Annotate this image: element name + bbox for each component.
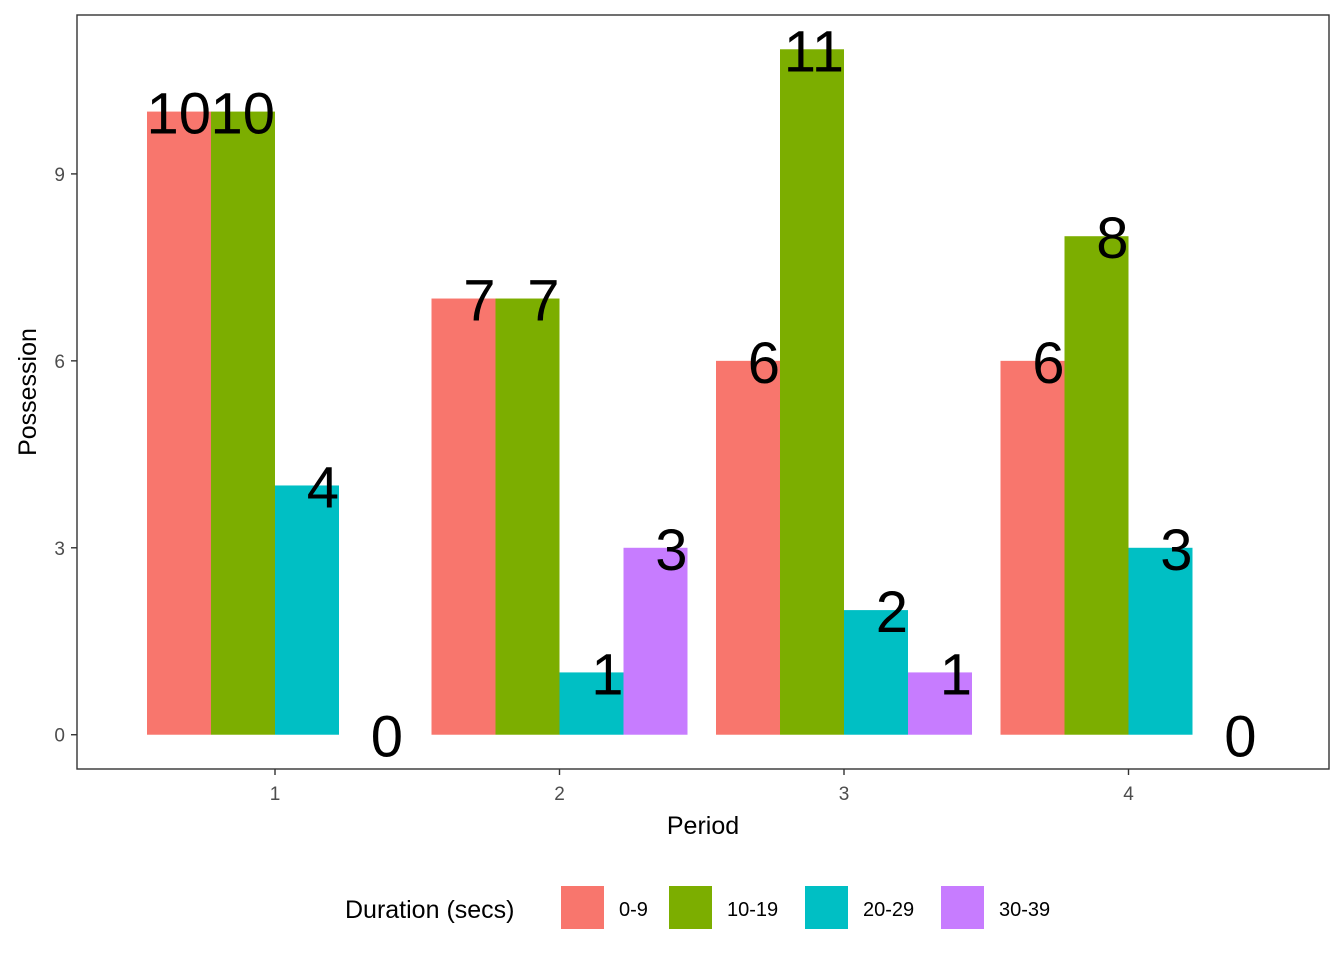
bar-label-10-19-period-4: 8 <box>1096 206 1128 271</box>
bar-10-19-period-3 <box>780 49 844 735</box>
bar-0-9-period-4 <box>1000 360 1065 735</box>
bar-label-30-39-period-2: 3 <box>655 518 687 583</box>
y-axis: 0 3 6 9 <box>54 165 77 747</box>
legend-key-0-9 <box>561 886 604 929</box>
x-tick-label-2: 2 <box>554 784 565 805</box>
x-axis-title: Period <box>667 812 739 840</box>
bar-label-0-9-period-2: 7 <box>463 269 495 334</box>
bar-10-19-period-2 <box>495 298 560 735</box>
y-axis-title: Possession <box>14 328 42 456</box>
bar-label-20-29-period-2: 1 <box>591 642 623 707</box>
bar-label-20-29-period-4: 3 <box>1160 518 1192 583</box>
bar-label-20-29-period-3: 2 <box>876 580 908 645</box>
bar-0-9-period-2 <box>431 298 496 735</box>
bar-30-39-period-2 <box>623 547 688 735</box>
legend-label-20-29: 20-29 <box>863 899 914 921</box>
y-tick-label-3: 3 <box>54 539 65 560</box>
bar-label-0-9-period-1: 10 <box>146 82 211 147</box>
legend-title: Duration (secs) <box>345 896 515 924</box>
bar-label-30-39-period-3: 1 <box>940 642 972 707</box>
legend-key-10-19 <box>669 886 712 929</box>
bar-label-10-19-period-1: 10 <box>210 82 275 147</box>
bar-label-30-39-period-4: 0 <box>1224 705 1256 770</box>
x-tick-label-3: 3 <box>839 784 850 805</box>
bar-20-29-period-4 <box>1128 547 1193 735</box>
legend-key-30-39 <box>941 886 984 929</box>
legend-label-10-19: 10-19 <box>727 899 778 921</box>
y-tick-label-6: 6 <box>54 352 65 373</box>
bar-10-19-period-1 <box>211 111 275 735</box>
legend-label-0-9: 0-9 <box>619 899 648 921</box>
bar-20-29-period-2 <box>559 672 624 735</box>
x-tick-label-1: 1 <box>270 784 281 805</box>
legend-label-30-39: 30-39 <box>999 899 1050 921</box>
bar-0-9-period-3 <box>716 360 780 735</box>
bar-20-29-period-1 <box>275 485 339 735</box>
bar-label-0-9-period-3: 6 <box>748 331 780 396</box>
bar-10-19-period-4 <box>1064 236 1129 735</box>
bar-20-29-period-3 <box>844 610 908 735</box>
bar-label-30-39-period-1: 0 <box>371 705 403 770</box>
bar-label-0-9-period-4: 6 <box>1032 331 1064 396</box>
bar-label-10-19-period-2: 7 <box>527 269 559 334</box>
x-axis: 1 2 3 4 <box>270 769 1134 805</box>
legend: Duration (secs) 0-9 10-19 20-29 30-39 <box>345 886 1050 929</box>
y-tick-label-0: 0 <box>54 726 65 747</box>
y-tick-label-9: 9 <box>54 165 65 186</box>
bars <box>147 49 1193 735</box>
x-tick-label-4: 4 <box>1123 784 1134 805</box>
bar-0-9-period-1 <box>147 111 211 735</box>
bar-30-39-period-3 <box>908 672 972 735</box>
bar-label-10-19-period-3: 11 <box>784 19 844 84</box>
bar-label-20-29-period-1: 4 <box>307 455 339 520</box>
legend-key-20-29 <box>805 886 848 929</box>
